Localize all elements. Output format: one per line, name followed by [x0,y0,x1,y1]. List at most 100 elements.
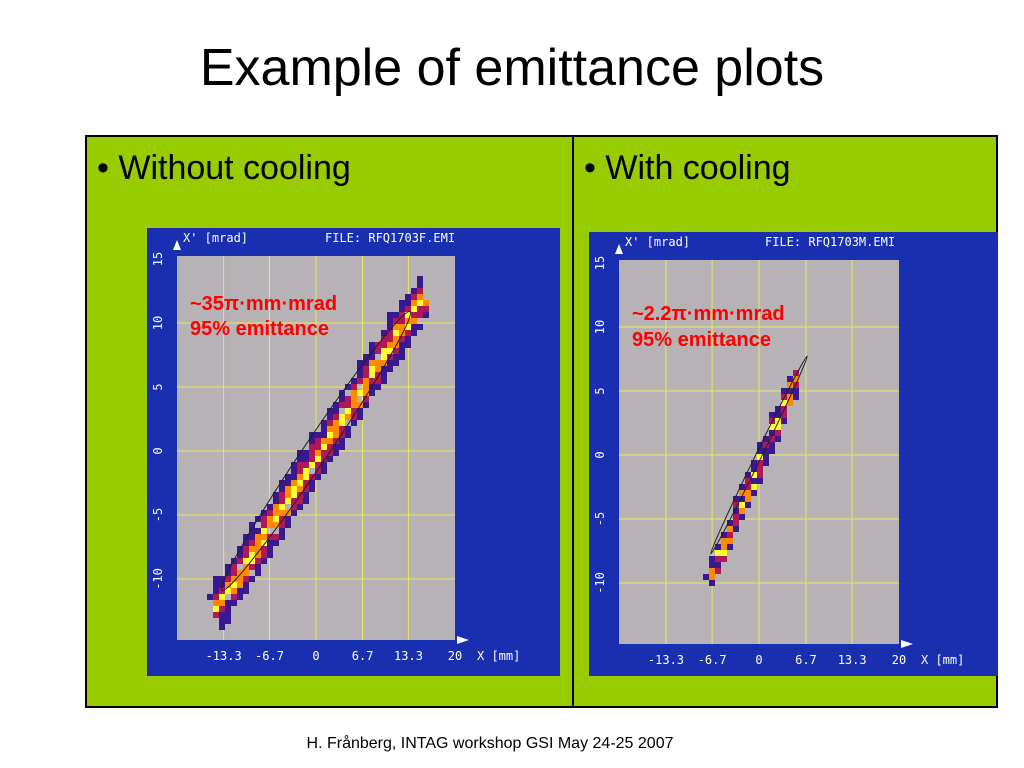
density-cell [219,600,225,606]
density-cell [757,466,763,472]
density-cell [243,540,249,546]
density-cell [363,372,369,378]
density-cell [339,420,345,426]
density-cell [417,306,423,312]
density-cell [213,594,219,600]
density-cell [405,324,411,330]
density-cell [745,490,751,496]
density-cell [775,436,781,442]
density-cell [327,408,333,414]
density-cell [751,472,757,478]
density-cell [757,448,763,454]
density-cell [363,396,369,402]
density-cell [411,324,417,330]
density-cell [345,384,351,390]
y-axis-arrow [615,244,623,254]
density-cell [751,478,757,484]
comparison-table: • Without cooling • With cooling -13.3 -6… [85,135,998,708]
y-tick-label: -10 [151,568,165,590]
density-cell [297,462,303,468]
density-cell [255,552,261,558]
density-cell [279,492,285,498]
density-cell [303,450,309,456]
density-cell [357,390,363,396]
density-cell [243,558,249,564]
density-cell [375,378,381,384]
density-cell [375,384,381,390]
density-cell [225,564,231,570]
density-cell [387,366,393,372]
density-cell [285,492,291,498]
density-cell [351,378,357,384]
density-cell [261,510,267,516]
density-cell [721,556,727,562]
density-cell [267,546,273,552]
density-cell [417,282,423,288]
density-cell [321,456,327,462]
density-cell [733,514,739,520]
density-cell [739,502,745,508]
density-cell [351,390,357,396]
density-cell [333,450,339,456]
density-cell [405,300,411,306]
density-cell [231,558,237,564]
y-axis-arrow [173,240,181,250]
density-cell [273,504,279,510]
density-cell [793,376,799,382]
density-cell [231,594,237,600]
density-cell [333,444,339,450]
density-cell [721,550,727,556]
density-cell [369,372,375,378]
density-cell [261,516,267,522]
density-cell [225,612,231,618]
x-tick-label: -6.7 [698,653,727,667]
density-cell [297,498,303,504]
density-cell [237,594,243,600]
density-cell [357,372,363,378]
density-cell [279,516,285,522]
x-axis-label: X [mm] [477,649,520,663]
density-cell [405,336,411,342]
density-cell [207,594,213,600]
density-cell [303,498,309,504]
density-cell [393,348,399,354]
x-tick-label: 13.3 [838,653,867,667]
density-cell [219,618,225,624]
density-cell [333,438,339,444]
density-cell [297,468,303,474]
density-cell [405,330,411,336]
density-cell [769,430,775,436]
density-cell [769,442,775,448]
density-cell [291,504,297,510]
density-cell [243,588,249,594]
slide-footer: H. Frånberg, INTAG workshop GSI May 24-2… [306,735,674,752]
density-cell [261,546,267,552]
density-cell [285,486,291,492]
density-cell [291,474,297,480]
density-cell [249,546,255,552]
density-cell [213,606,219,612]
file-label: FILE: RFQ1703M.EMI [765,235,895,249]
density-cell [363,402,369,408]
density-cell [775,412,781,418]
density-cell [231,600,237,606]
density-cell [291,510,297,516]
density-cell [357,360,363,366]
density-cell [423,306,429,312]
density-cell [279,480,285,486]
density-cell [225,588,231,594]
density-cell [721,538,727,544]
density-cell [381,372,387,378]
density-cell [291,462,297,468]
density-cell [273,534,279,540]
density-cell [417,300,423,306]
density-cell [249,522,255,528]
density-cell [231,570,237,576]
density-cell [249,534,255,540]
density-cell [363,354,369,360]
density-cell [273,516,279,522]
density-cell [285,522,291,528]
density-cell [321,420,327,426]
density-cell [327,444,333,450]
density-cell [333,414,339,420]
